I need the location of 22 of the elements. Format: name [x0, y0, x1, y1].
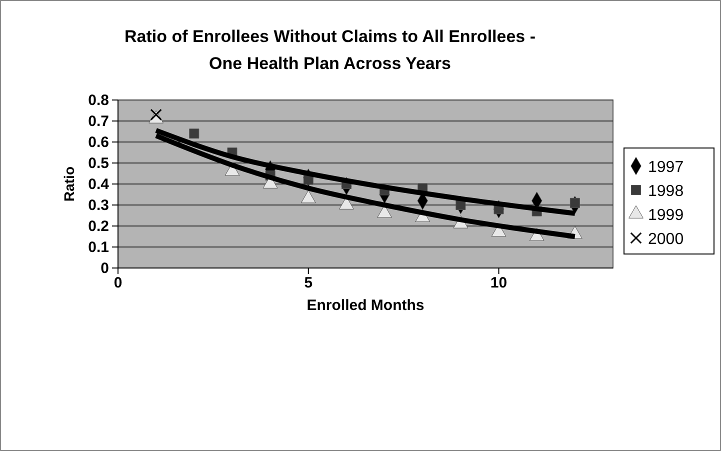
y-axis-title: Ratio — [61, 166, 77, 202]
legend-label: 1999 — [648, 207, 684, 224]
x-axis-title: Enrolled Months — [306, 297, 424, 314]
legend-label: 1998 — [648, 183, 684, 200]
y-tick-label: 0.2 — [88, 218, 109, 235]
y-tick-label: 0.3 — [88, 196, 109, 214]
y-tick-label: 0.8 — [88, 92, 109, 109]
y-tick-label: 0 — [100, 260, 109, 277]
y-tick-label: 0.5 — [88, 154, 109, 172]
legend-label: 2000 — [648, 231, 684, 248]
x-tick-label: 5 — [304, 274, 313, 292]
x-tick-label: 0 — [114, 274, 122, 292]
point — [189, 128, 200, 139]
y-tick-label: 0.1 — [88, 238, 109, 256]
point — [456, 200, 466, 210]
chart-title: Ratio of Enrollees Without Claims to All Enrollees - One Health Plan Across Years — [124, 27, 536, 73]
y-tick-label: 0.7 — [88, 112, 109, 130]
y-tick-label: 0.4 — [88, 176, 110, 193]
x-tick-label: 10 — [490, 274, 508, 292]
point — [150, 108, 162, 121]
y-tick-label: 0.6 — [88, 134, 109, 151]
legend-label: 1997 — [648, 159, 684, 176]
